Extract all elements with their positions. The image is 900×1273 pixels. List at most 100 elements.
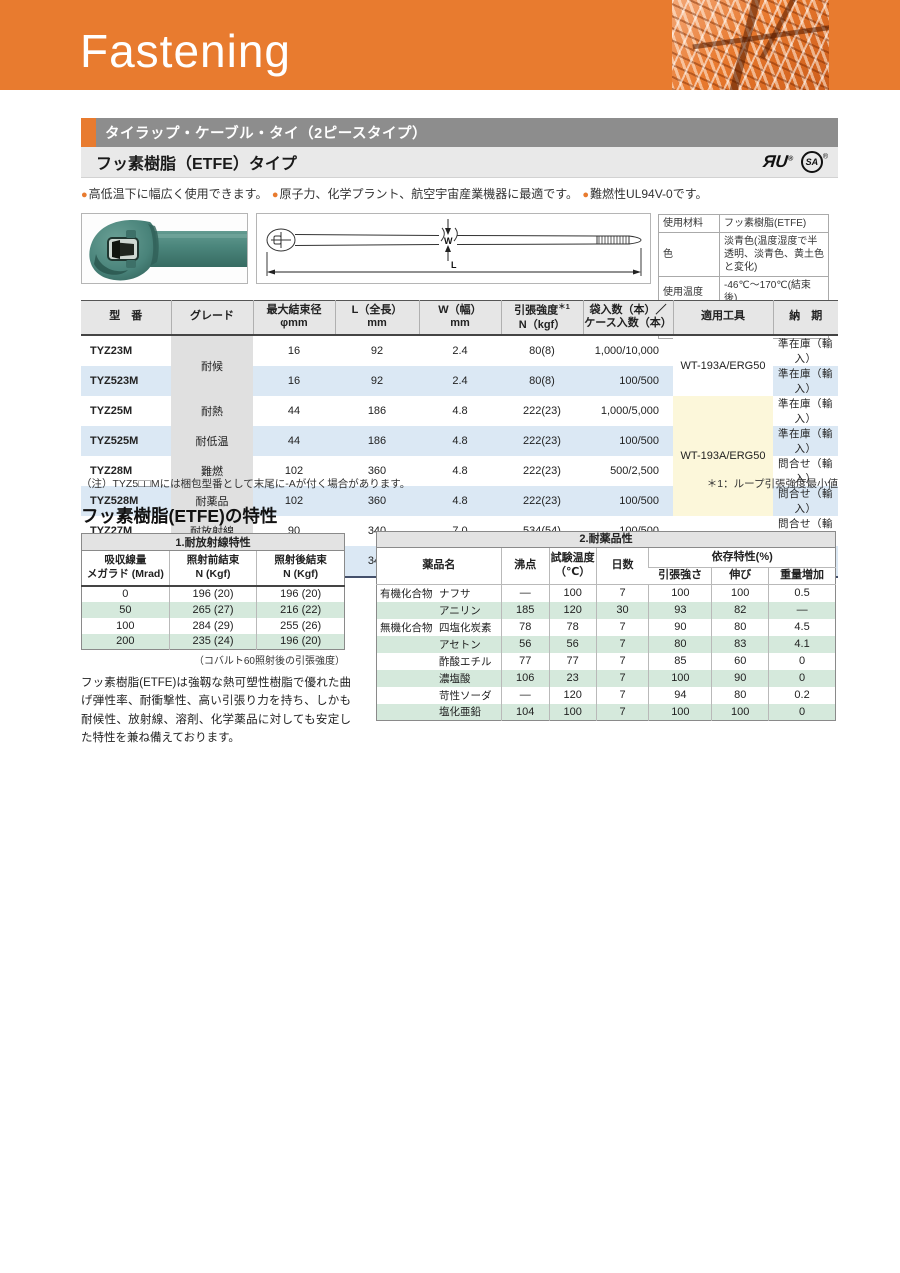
boiling-point: 106 <box>500 669 550 687</box>
table-row: 色淡青色(温度湿度で半透明、淡青色、黄土色と変化) <box>658 232 829 277</box>
cable-tie-photo-graphic <box>89 220 247 281</box>
length: 186 <box>367 404 387 417</box>
ul-glyph: ЯU <box>762 152 789 171</box>
chemical-label: ナフサ <box>439 587 471 600</box>
col-header-model: 型 番 <box>81 300 171 336</box>
col-header-before: 照射前結束 N (Kgf) <box>168 550 257 587</box>
boiling-point: 56 <box>500 635 550 653</box>
table-row: TYZ25M 耐熱 44 186 4.8 222(23) 1,000/5,000… <box>81 395 838 516</box>
weight-gain: 0.5 <box>768 584 836 602</box>
tool-cell: WT-193A/ERG50 <box>673 395 773 516</box>
tensile-strength: 80(8) <box>501 365 583 396</box>
boiling-point: 104 <box>500 703 550 721</box>
dose: 200 <box>81 633 170 650</box>
section-title: フッ素樹脂(ETFE)の特性 <box>81 506 278 526</box>
col-header-after: 照射後結束 N (Kgf) <box>256 550 345 587</box>
brand-header-band: Fastening <box>0 0 900 90</box>
feature-item: ●原子力、化学プラント、航空宇宙産業機器に最適です。 <box>272 187 578 201</box>
max-diameter: 16 <box>287 344 301 357</box>
col-header-boiling-point: 沸点 <box>500 547 550 585</box>
quantity: 100/500 <box>583 425 673 456</box>
grade-cell: 耐候 <box>171 334 253 396</box>
bullet-icon: ● <box>582 189 590 201</box>
weight-gain: 0.2 <box>768 686 836 704</box>
before-value: 265 (27) <box>168 601 257 618</box>
delivery: 問合せ（輸入） <box>778 457 833 485</box>
header-line: 照射前結束 <box>186 554 240 567</box>
csa-glyph: SA <box>805 157 819 167</box>
days: 7 <box>595 652 649 670</box>
weight-gain: 4.1 <box>768 635 836 653</box>
cable-tray-photo <box>672 0 829 90</box>
chemical-name: 有機化合物 ナフサ <box>377 585 502 602</box>
col-header-grade: グレード <box>170 300 253 336</box>
col-header-dependency: 依存特性(%) <box>648 547 836 568</box>
table-row: 使用材料 フッ素樹脂(ETFE) <box>658 214 829 233</box>
table-row: 無機化合物 四塩化炭素 78 78 7 90 80 4.5 <box>377 618 836 636</box>
test-temp: 100 <box>548 703 597 721</box>
radiation-table-note: （コバルト60照射後の引張強度） <box>193 656 345 667</box>
col-header-length: L（全長） mm <box>334 300 419 336</box>
table-row: TYZ28M 難燃 102 360 4.8 222(23) 500/2,500 … <box>81 455 838 486</box>
col-header-chemical: 薬品名 <box>376 547 502 585</box>
length: 186 <box>335 425 419 456</box>
boiling-point: 78 <box>500 618 550 636</box>
certification-logos: ЯU® SA ® <box>762 151 838 173</box>
feature-bullets: ●高低温下に幅広く使用できます。 ●原子力、化学プラント、航空宇宙産業機器に最適… <box>81 185 838 202</box>
tensile-retention: 80 <box>648 635 712 653</box>
tensile-retention: 100 <box>648 584 712 602</box>
chemical-name: 塩化亜鉛 <box>376 703 502 721</box>
chemical-label: アニリン <box>439 604 481 617</box>
after-value: 255 (26) <box>256 617 345 634</box>
header-row: 型 番 グレード 最大結束径 φmm L（全長） mm W（幅） mm 引張強度＊1 N… <box>81 300 838 336</box>
table-row: 200 235 (24) 196 (20) <box>81 633 345 650</box>
delivery: 準在庫（輸入） <box>773 365 838 396</box>
header-line: メガラド (Mrad) <box>86 567 164 580</box>
orange-accent-square <box>81 118 96 147</box>
bullet-icon: ● <box>271 189 279 201</box>
feature-item: ●難燃性UL94V-0です。 <box>582 187 707 201</box>
tensile-retention: 100 <box>648 669 712 687</box>
model-number: TYZ28M <box>90 464 133 477</box>
table-row: 有機化合物 ナフサ ― 100 7 100 100 0.5 <box>377 584 836 602</box>
grade-cell: 耐熱 <box>171 395 253 426</box>
chemical-label: 塩化亜鉛 <box>439 706 481 719</box>
chemical-label: 苛性ソーダ <box>439 689 492 702</box>
grade-cell: 耐薬品 <box>171 485 253 516</box>
test-temp: 56 <box>548 635 597 653</box>
tensile-strength: 80(8) <box>529 344 555 357</box>
subcategory-title-bar: フッ素樹脂（ETFE）タイプ ЯU® SA ® <box>81 147 838 178</box>
elongation-retention: 60 <box>711 652 769 670</box>
radiation-resistance-table: 1.耐放射線特性 吸収線量 メガラド (Mrad) 照射前結束 N (Kgf) 照射… <box>81 533 345 650</box>
model-number: TYZ523M <box>81 365 171 396</box>
elongation-retention: 82 <box>711 601 769 619</box>
boiling-point: 77 <box>500 652 550 670</box>
category-title: タイラップ・ケーブル・タイ（2ピースタイプ） <box>105 126 427 142</box>
width: 4.8 <box>452 404 468 417</box>
test-temp: 100 <box>548 584 597 602</box>
chemical-category: 有機化合物 <box>380 587 433 600</box>
header-line: 試験温度 <box>550 552 595 565</box>
feature-item: ●高低温下に幅広く使用できます。 <box>81 187 267 201</box>
spec-value: フッ素樹脂(ETFE) <box>719 214 829 233</box>
max-diameter: 16 <box>253 365 335 396</box>
chemical-category: 無機化合物 <box>380 621 433 634</box>
length: 92 <box>370 344 384 357</box>
col-header-delivery: 納 期 <box>772 300 838 336</box>
weight-gain: 0 <box>768 703 836 721</box>
test-temp: 120 <box>548 686 597 704</box>
table-row: 100 284 (29) 255 (26) <box>82 617 345 634</box>
chemical-label: 濃塩酸 <box>439 672 471 685</box>
cable-tie-line-drawing: W L <box>266 219 642 276</box>
elongation-retention: 100 <box>711 703 769 721</box>
table-row: 酢酸エチル 77 77 7 85 60 0 <box>377 652 836 670</box>
elongation-retention: 80 <box>711 686 769 704</box>
tensile-retention: 90 <box>648 618 712 636</box>
col-header-diameter: 最大結束径 φmm <box>252 300 335 336</box>
width: 2.4 <box>419 365 501 396</box>
model-number: TYZ528M <box>81 485 171 516</box>
chemical-resistance-table: 2.耐薬品性 薬品名 沸点 試験温度 （℃） 日数 依存特性(%) 引張強さ 伸び… <box>376 531 836 721</box>
csa-logo-icon: SA ® <box>800 151 828 173</box>
quantity: 1,000/10,000 <box>594 344 659 357</box>
table-row: 0 196 (20) 196 (20) <box>82 585 345 602</box>
